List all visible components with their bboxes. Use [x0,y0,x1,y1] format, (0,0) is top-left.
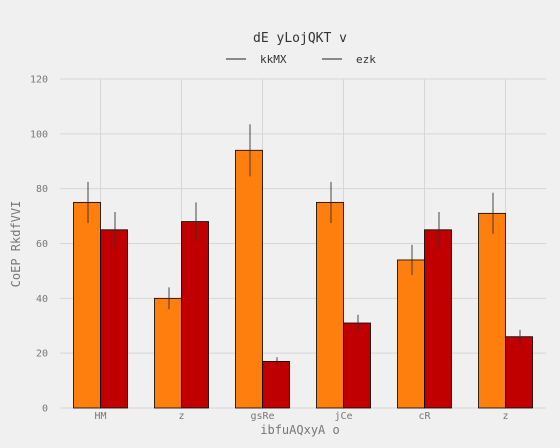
bar-ezk-1 [181,221,209,409]
bar-kkMX-4 [397,259,425,409]
x-tick-label: cR [418,411,431,422]
y-tick-label: 0 [42,404,48,415]
legend: kkMX ezk [226,53,376,66]
y-tick-label: 40 [36,294,48,305]
bar-kkMX-2 [235,149,263,409]
error-bars [87,124,521,366]
x-tick-label: gsRe [250,411,274,422]
y-tick-label: 120 [30,75,48,86]
y-tick-label: 100 [30,129,48,140]
y-tick-label: 20 [36,349,48,360]
legend-label-0: kkMX [260,53,287,66]
x-tick-label: z [178,411,184,422]
bar-ezk-4 [424,229,452,409]
x-tick-label: jCe [334,411,352,422]
grid-lines [60,78,546,409]
x-axis-ticks: HM z gsRe jCe cR z [94,411,508,422]
bar-ezk-2 [262,360,290,409]
x-tick-label: z [502,411,508,422]
y-tick-label: 60 [36,239,48,250]
y-tick-label: 80 [36,184,48,195]
y-axis-ticks: 0 20 40 60 80 100 120 [30,75,48,415]
bar-kkMX-0 [73,201,101,409]
bar-kkMX-1 [154,297,182,409]
y-axis-label: CoEP RkdfVVI [9,201,23,288]
bar-ezk-0 [100,229,128,409]
x-axis-label: ibfuAQxyA o [260,423,339,437]
legend-label-1: ezk [356,53,376,66]
bar-ezk-5 [505,336,533,409]
x-tick-label: HM [94,411,106,422]
chart-title: dE yLojQKT v [253,31,347,46]
bar-kkMX-3 [316,201,344,409]
bars [73,149,533,409]
bar-kkMX-5 [478,212,506,409]
bar-ezk-3 [343,322,371,409]
